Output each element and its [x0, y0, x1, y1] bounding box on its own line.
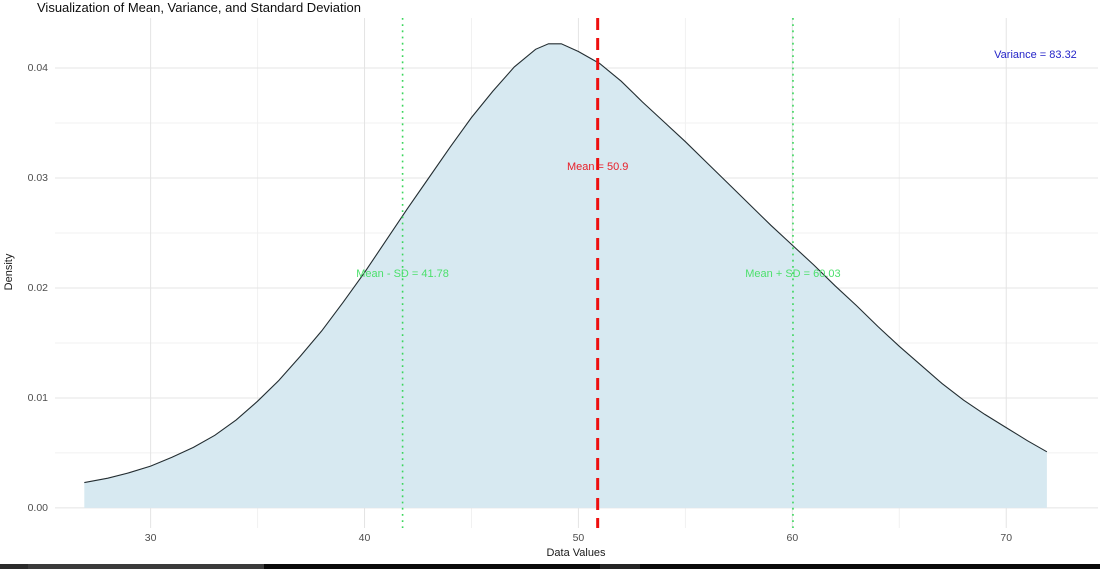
taskbar-segment[interactable] [264, 564, 600, 569]
taskbar-segment[interactable] [28, 564, 264, 569]
taskbar-segment[interactable] [600, 564, 640, 569]
taskbar-segment[interactable] [0, 564, 28, 569]
taskbar-edge[interactable] [0, 564, 1100, 569]
taskbar-segment[interactable] [640, 564, 1100, 569]
